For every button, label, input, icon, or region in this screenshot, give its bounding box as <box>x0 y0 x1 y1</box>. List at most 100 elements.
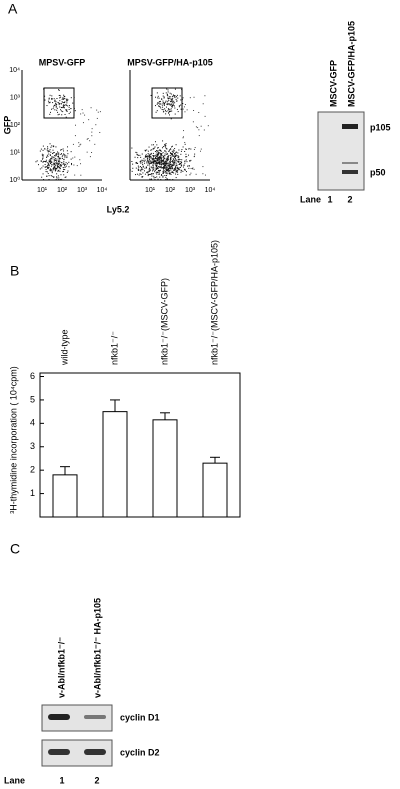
dot <box>170 103 172 105</box>
dot <box>176 171 178 173</box>
dot <box>161 153 163 155</box>
dot <box>174 162 176 164</box>
dot <box>64 176 66 178</box>
dot <box>157 95 159 97</box>
x-tick-label: 10¹ <box>37 187 48 194</box>
dot <box>163 170 165 172</box>
dot <box>54 100 56 102</box>
plot-frame <box>39 372 241 518</box>
dot <box>149 170 151 172</box>
dot <box>62 111 64 113</box>
dot <box>151 173 153 175</box>
dot <box>161 159 163 161</box>
dot <box>50 151 52 153</box>
category-label: nfkb1⁻/⁻(MSCV-GFP) <box>159 278 169 365</box>
blot <box>317 111 365 191</box>
dot <box>144 160 146 162</box>
dot <box>184 141 186 143</box>
dot <box>157 97 159 99</box>
dot <box>165 158 167 160</box>
dot <box>167 108 169 110</box>
dot <box>181 106 183 108</box>
dot <box>65 104 67 106</box>
dot <box>46 166 48 168</box>
dot <box>91 128 93 130</box>
dot <box>41 176 43 178</box>
dot <box>142 165 144 167</box>
dot <box>67 170 69 172</box>
dot <box>158 173 160 175</box>
dot <box>168 112 170 114</box>
dot <box>179 162 181 164</box>
dot <box>146 159 148 161</box>
dot <box>55 101 57 103</box>
x-tick-label: 10² <box>57 187 68 194</box>
dot <box>51 163 53 165</box>
dot <box>58 89 60 91</box>
dot <box>54 99 56 101</box>
dot <box>146 158 148 160</box>
dot <box>177 157 179 159</box>
dot <box>165 92 167 94</box>
dot <box>158 155 160 157</box>
dot <box>46 175 48 177</box>
dot <box>82 122 84 124</box>
dot <box>182 103 184 105</box>
dot <box>48 163 50 165</box>
dot <box>51 98 53 100</box>
dot <box>64 98 66 100</box>
dot <box>156 151 158 153</box>
y-tick-label: 5 <box>30 394 35 404</box>
dot <box>149 157 151 159</box>
dot <box>49 154 51 156</box>
dot <box>168 99 170 101</box>
dot <box>166 170 168 172</box>
dot <box>54 165 56 167</box>
dot <box>157 161 159 163</box>
dot <box>57 152 59 154</box>
dot <box>155 156 157 158</box>
dot <box>65 116 67 118</box>
dot <box>174 157 176 159</box>
dot <box>58 152 60 154</box>
panel-label: C <box>10 541 20 557</box>
dot <box>55 153 57 155</box>
dot <box>164 165 166 167</box>
dot <box>177 171 179 173</box>
dot <box>44 95 46 97</box>
dot <box>164 143 166 145</box>
dot <box>89 140 91 142</box>
dot <box>73 107 75 109</box>
dot <box>58 177 60 179</box>
dot <box>42 156 44 158</box>
dot <box>44 148 46 150</box>
dot <box>194 155 196 157</box>
dot <box>163 111 165 113</box>
dot <box>151 173 153 175</box>
dot <box>165 165 167 167</box>
dot <box>168 164 170 166</box>
dot <box>174 97 176 99</box>
dot <box>59 102 61 104</box>
dot <box>53 163 55 165</box>
dot <box>166 170 168 172</box>
dot <box>161 147 163 149</box>
dot <box>169 172 171 174</box>
dot <box>129 169 131 171</box>
dot <box>47 147 49 149</box>
dot <box>61 114 63 116</box>
dot <box>180 161 182 163</box>
dot <box>148 162 150 164</box>
dot <box>173 161 175 163</box>
dot <box>162 159 164 161</box>
dot <box>175 98 177 100</box>
dot <box>54 167 56 169</box>
dot <box>70 151 72 153</box>
dot <box>162 92 164 94</box>
dot <box>47 146 49 148</box>
dot <box>60 165 62 167</box>
dot <box>169 109 171 111</box>
dot <box>53 159 55 161</box>
dot <box>53 106 55 108</box>
dot <box>65 165 67 167</box>
